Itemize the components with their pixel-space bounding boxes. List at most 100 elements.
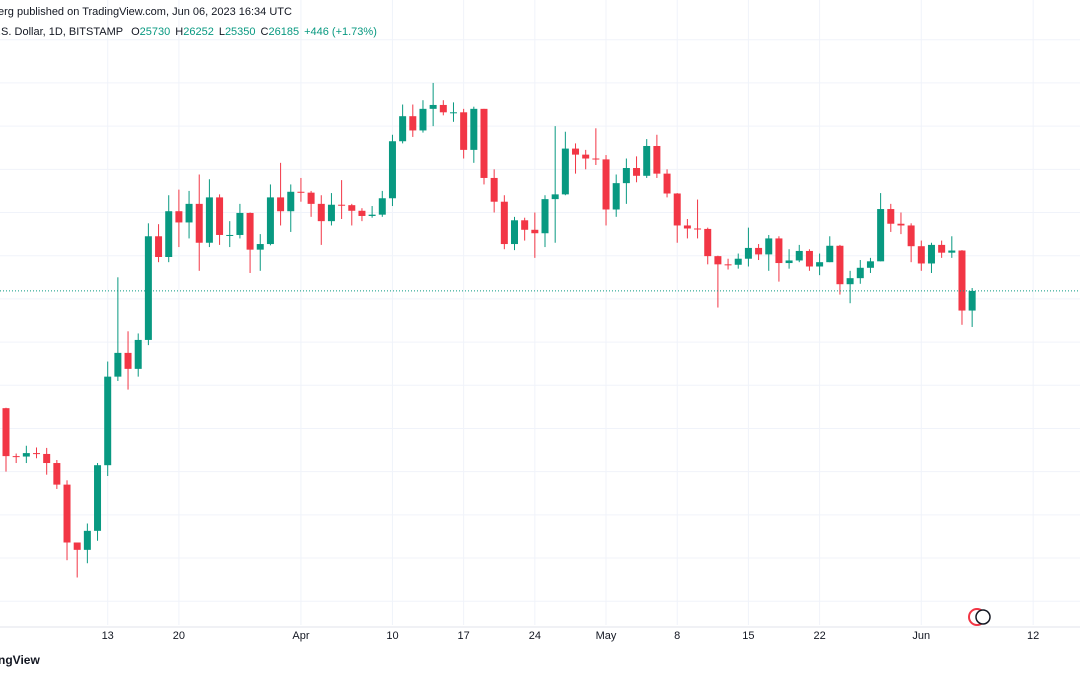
candle-body: [704, 228, 712, 257]
candle-body: [317, 203, 325, 222]
footer-brand: ngView: [0, 653, 40, 667]
candle-body: [663, 173, 671, 194]
x-tick-label: Apr: [292, 630, 309, 642]
candle-body: [907, 225, 915, 247]
logo-ring: [975, 609, 991, 625]
candle-body: [500, 201, 508, 245]
ohlc-label: H: [175, 26, 183, 38]
candle-body: [511, 220, 518, 245]
x-tick-label: 20: [173, 630, 185, 642]
candle-body: [134, 339, 142, 369]
candle-body: [572, 148, 580, 155]
candle-body: [795, 250, 803, 261]
candle-body: [856, 267, 864, 279]
candle-body: [195, 203, 203, 243]
candle-body: [307, 192, 315, 204]
candle-body: [43, 453, 51, 464]
candle-body: [602, 159, 610, 210]
candle-body: [266, 197, 274, 245]
candle-body: [724, 264, 732, 266]
candle-body: [683, 225, 691, 229]
candle-body: [155, 236, 163, 257]
candle-body: [734, 258, 742, 265]
candle-body: [388, 141, 396, 199]
ohlc-value: 25350: [225, 26, 256, 38]
candle-body: [114, 352, 122, 377]
candle-body: [927, 244, 935, 264]
candle-body: [338, 204, 346, 206]
candle-body: [73, 542, 81, 550]
candle-body: [592, 158, 600, 160]
candle-body: [205, 197, 213, 243]
candle-body: [887, 209, 895, 224]
candles: [0, 82, 1080, 578]
candle-body: [104, 376, 112, 466]
candle-body: [216, 197, 224, 235]
x-tick-label: 13: [102, 630, 114, 642]
x-tick-label: 17: [458, 630, 470, 642]
candle-body: [348, 205, 356, 211]
candle-body: [246, 212, 254, 250]
candle-body: [409, 116, 417, 131]
candle-body: [470, 108, 478, 150]
candle-body: [551, 194, 559, 200]
candle-body: [826, 245, 834, 263]
candle-body: [144, 236, 152, 340]
candle-body: [460, 112, 468, 150]
candle-body: [124, 352, 132, 369]
candle-body: [653, 145, 661, 174]
candle-body: [439, 104, 447, 113]
candle-body: [378, 198, 386, 215]
candle-body: [277, 197, 285, 212]
published-note: erg published on TradingView.com, Jun 06…: [0, 6, 292, 18]
candle-body: [765, 238, 773, 255]
candle-body: [866, 261, 874, 268]
x-tick-label: 24: [529, 630, 541, 642]
candle-body: [236, 212, 244, 235]
ohlc-value: 26252: [183, 26, 214, 38]
candle-body: [33, 453, 41, 455]
logo-icon: [968, 608, 991, 626]
candle-body: [958, 250, 966, 311]
x-tick-label: 22: [813, 630, 825, 642]
candle-body: [633, 168, 641, 176]
candle-body: [785, 260, 793, 264]
candle-body: [165, 211, 173, 257]
candle-body: [327, 204, 335, 222]
candle-body: [287, 191, 295, 212]
candle-body: [775, 238, 783, 264]
ohlc-label: L: [219, 26, 225, 38]
candle-body: [399, 116, 407, 142]
candle-body: [22, 453, 30, 457]
candle-body: [846, 278, 854, 285]
candle-body: [714, 256, 722, 265]
ohlc-label: O: [131, 26, 140, 38]
x-tick-label: 10: [386, 630, 398, 642]
candle-body: [805, 250, 813, 267]
candle-body: [755, 247, 763, 255]
candle-body: [897, 223, 905, 226]
candle-body: [744, 247, 752, 259]
candle-body: [582, 154, 590, 159]
candle-body: [256, 244, 264, 250]
x-tick-label: 15: [742, 630, 754, 642]
candle-body: [429, 104, 437, 109]
candle-body: [449, 112, 457, 114]
ohlc-label: C: [261, 26, 269, 38]
candle-body: [968, 290, 976, 311]
candle-body: [877, 209, 885, 262]
candle-body: [2, 408, 10, 457]
candle-body: [53, 463, 61, 485]
candle-body: [673, 193, 681, 226]
candle-body: [917, 246, 925, 264]
candle-body: [94, 465, 102, 531]
candle-body: [419, 108, 427, 131]
candle-body: [358, 210, 366, 216]
candle-body: [694, 228, 702, 230]
candle-body: [816, 262, 824, 267]
candle-body: [368, 214, 376, 216]
candle-body: [490, 177, 498, 202]
candle-body: [612, 183, 620, 210]
price-change: +446 (+1.73%): [304, 26, 377, 38]
candle-body: [622, 168, 630, 184]
